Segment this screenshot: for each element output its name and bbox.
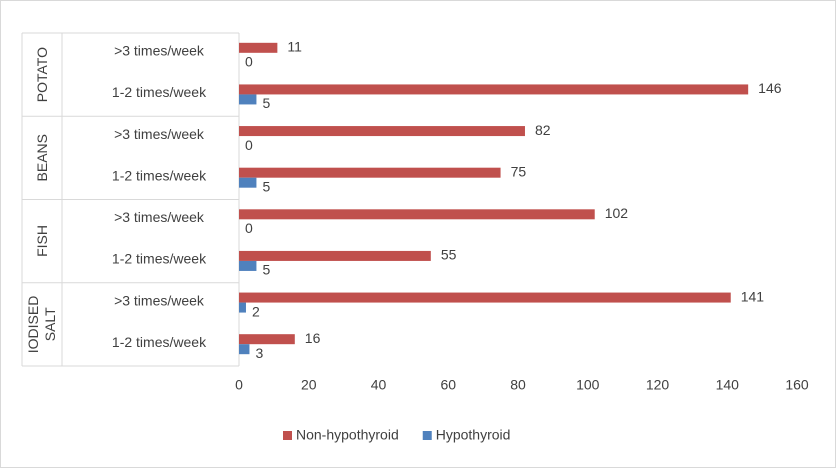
y-tick-label: >3 times/week <box>114 292 205 308</box>
group-label-text: FISH <box>33 225 50 258</box>
bar <box>239 344 250 355</box>
group-label: IODISED SALT <box>22 283 62 366</box>
bar <box>239 292 731 303</box>
x-tick-label: 140 <box>716 377 740 393</box>
x-tick-label: 80 <box>510 377 526 393</box>
bar <box>239 334 295 345</box>
data-label: 75 <box>511 163 527 179</box>
group-label: BEANS <box>22 116 62 199</box>
data-label: 82 <box>535 122 551 138</box>
data-label: 3 <box>255 345 263 361</box>
bar <box>239 209 595 220</box>
data-label: 141 <box>741 288 765 304</box>
x-tick-label: 60 <box>440 377 456 393</box>
data-label: 5 <box>262 262 270 278</box>
data-label: 0 <box>245 137 253 153</box>
group-label-text: POTATO <box>33 47 50 103</box>
bar <box>239 260 257 271</box>
x-tick-label: 40 <box>371 377 387 393</box>
data-label: 16 <box>305 330 321 346</box>
y-tick-label: 1-2 times/week <box>112 334 207 350</box>
bar <box>239 167 501 178</box>
legend-label: Non-hypothyroid <box>296 427 399 443</box>
x-tick-label: 120 <box>646 377 670 393</box>
y-tick-label: >3 times/week <box>114 209 205 225</box>
bar <box>239 250 431 261</box>
data-label: 55 <box>441 247 457 263</box>
x-tick-label: 160 <box>785 377 809 393</box>
bar <box>239 302 246 313</box>
x-tick-label: 100 <box>576 377 600 393</box>
data-label: 5 <box>262 95 270 111</box>
group-label-text: IODISED SALT <box>25 295 58 354</box>
data-label: 102 <box>605 205 629 221</box>
data-label: 0 <box>245 220 253 236</box>
group-label: POTATO <box>22 33 62 116</box>
data-label: 2 <box>252 303 260 319</box>
y-tick-label: >3 times/week <box>114 126 205 142</box>
legend-swatch <box>283 431 292 440</box>
legend-swatch <box>422 431 432 440</box>
y-tick-label: 1-2 times/week <box>112 167 207 183</box>
data-label: 5 <box>262 178 270 194</box>
y-tick-label: >3 times/week <box>114 43 205 59</box>
data-label: 146 <box>758 80 782 96</box>
legend-label: Hypothyroid <box>436 427 511 443</box>
data-label: 0 <box>245 54 253 70</box>
bar <box>239 42 278 53</box>
group-label: FISH <box>22 200 62 283</box>
bar <box>239 84 749 95</box>
data-label: 11 <box>287 39 302 55</box>
x-tick-label: 0 <box>235 377 243 393</box>
x-tick-label: 20 <box>301 377 317 393</box>
y-tick-label: 1-2 times/week <box>112 251 207 267</box>
y-tick-label: 1-2 times/week <box>112 84 207 100</box>
bar <box>239 126 525 137</box>
group-label-text: BEANS <box>33 134 50 182</box>
bar <box>239 94 257 105</box>
bar <box>239 177 257 188</box>
